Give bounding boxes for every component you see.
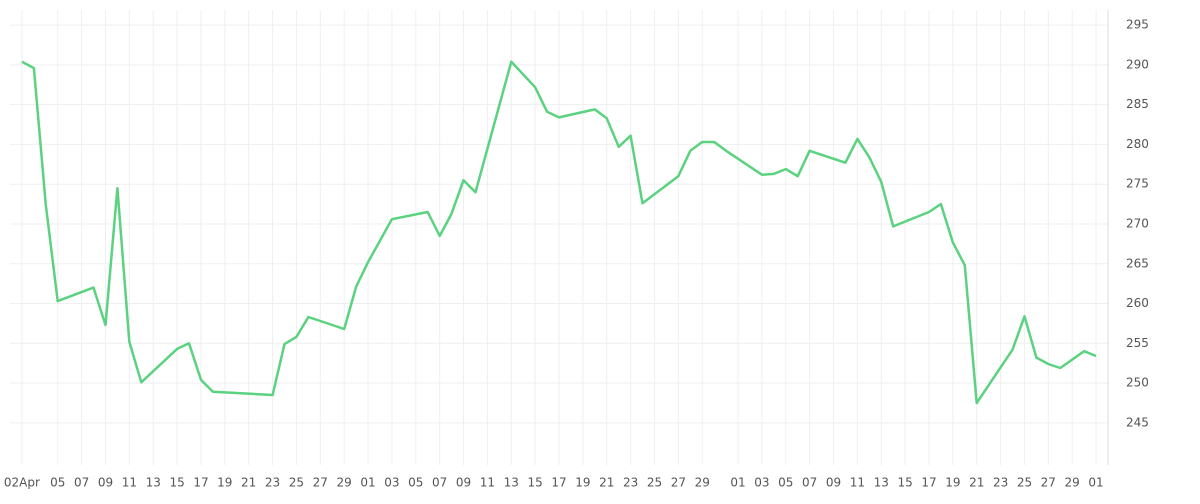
x-tick-label: 17 [193, 476, 208, 490]
y-tick-label: 245 [1126, 415, 1149, 429]
x-tick-label: 25 [289, 476, 304, 490]
x-tick-label: 01 [360, 476, 375, 490]
x-tick-label: 11 [480, 476, 495, 490]
x-tick-label: 25 [1017, 476, 1032, 490]
x-tick-label: 19 [945, 476, 960, 490]
y-tick-label: 295 [1126, 18, 1149, 32]
x-tick-label: 19 [217, 476, 232, 490]
x-tick-label: 09 [456, 476, 471, 490]
x-tick-label: 11 [850, 476, 865, 490]
y-tick-label: 250 [1126, 376, 1149, 390]
x-tick-label: 05 [50, 476, 65, 490]
y-tick-label: 265 [1126, 256, 1149, 270]
x-tick-label: 29 [1065, 476, 1080, 490]
y-tick-label: 290 [1126, 57, 1149, 71]
x-tick-label: 21 [599, 476, 614, 490]
x-tick-label: 09 [98, 476, 113, 490]
x-tick-label: 13 [504, 476, 519, 490]
y-tick-label: 280 [1126, 137, 1149, 151]
x-tick-label: 07 [432, 476, 447, 490]
x-tick-label: 17 [551, 476, 566, 490]
x-tick-label: 23 [623, 476, 638, 490]
x-tick-label: 27 [313, 476, 328, 490]
x-tick-label: 11 [122, 476, 137, 490]
x-tick-label: 21 [241, 476, 256, 490]
x-tick-label: 05 [408, 476, 423, 490]
x-tick-label: 25 [647, 476, 662, 490]
x-tick-label: 29 [337, 476, 352, 490]
x-tick-label: 15 [169, 476, 184, 490]
x-tick-label: 01 [730, 476, 745, 490]
x-tick-label: 27 [1041, 476, 1056, 490]
y-tick-label: 270 [1126, 216, 1149, 230]
x-tick-label: 19 [575, 476, 590, 490]
x-tick-label: 07 [74, 476, 89, 490]
x-tick-label: 17 [921, 476, 936, 490]
y-tick-label: 285 [1126, 97, 1149, 111]
y-tick-label: 255 [1126, 336, 1149, 350]
x-tick-label: 07 [802, 476, 817, 490]
x-tick-label: 15 [897, 476, 912, 490]
x-tick-label: 05 [778, 476, 793, 490]
x-tick-label: 13 [146, 476, 161, 490]
x-tick-label: 13 [874, 476, 889, 490]
x-tick-label: 09 [826, 476, 841, 490]
x-tick-label: 29 [695, 476, 710, 490]
x-tick-label: 01 [1088, 476, 1103, 490]
y-tick-label: 260 [1126, 296, 1149, 310]
x-tick-label: 27 [671, 476, 686, 490]
y-tick-label: 275 [1126, 177, 1149, 191]
x-tick-label: 15 [527, 476, 542, 490]
x-tick-label: 02Apr [4, 476, 40, 490]
x-tick-label: 23 [265, 476, 280, 490]
price-line [21, 60, 1097, 405]
x-tick-label: 23 [993, 476, 1008, 490]
x-tick-label: 21 [969, 476, 984, 490]
x-tick-label: 03 [754, 476, 769, 490]
x-tick-label: 03 [384, 476, 399, 490]
